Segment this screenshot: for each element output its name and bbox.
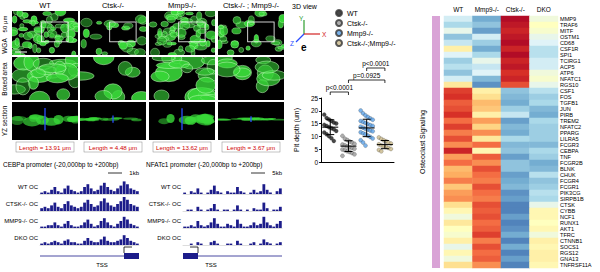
svg-text:GNA13: GNA13 xyxy=(560,256,579,262)
svg-text:FCGR1: FCGR1 xyxy=(560,184,579,190)
svg-text:CEBPa promoter (-20,000bp to +: CEBPa promoter (-20,000bp to +200bp) xyxy=(3,161,118,169)
svg-text:MITF: MITF xyxy=(560,28,574,34)
svg-text:WT OC: WT OC xyxy=(18,184,39,190)
svg-text:WT: WT xyxy=(347,10,359,17)
svg-text:OSTM1: OSTM1 xyxy=(560,34,580,40)
svg-text:AKT1: AKT1 xyxy=(560,226,574,232)
svg-text:RUNX1: RUNX1 xyxy=(560,220,579,226)
svg-text:RGS10: RGS10 xyxy=(560,82,579,88)
svg-text:WGA: WGA xyxy=(1,38,8,54)
svg-text:Length = 4.48 μm: Length = 4.48 μm xyxy=(89,144,137,151)
svg-text:FCGR3: FCGR3 xyxy=(560,142,579,148)
svg-text:e: e xyxy=(301,42,307,53)
svg-text:BLNK: BLNK xyxy=(560,166,575,172)
svg-text:5kb: 5kb xyxy=(272,170,282,176)
svg-text:Z: Z xyxy=(290,40,294,47)
svg-text:Mmp9-/-: Mmp9-/- xyxy=(475,6,499,14)
svg-text:Osteoclast Signaling: Osteoclast Signaling xyxy=(419,110,427,174)
svg-text:CD68: CD68 xyxy=(560,40,575,46)
svg-text:TREM2: TREM2 xyxy=(560,118,579,124)
svg-text:MMP9-/- OC: MMP9-/- OC xyxy=(147,218,181,224)
svg-text:Pit depth (um): Pit depth (um) xyxy=(293,108,301,152)
svg-text:Length = 3.67 μm: Length = 3.67 μm xyxy=(227,144,275,151)
svg-text:NCF1: NCF1 xyxy=(560,214,575,220)
svg-text:20: 20 xyxy=(311,107,319,114)
svg-text:CHUK: CHUK xyxy=(560,172,576,178)
svg-text:CEBPA: CEBPA xyxy=(560,148,579,154)
svg-text:TFRC: TFRC xyxy=(560,232,575,238)
svg-text:DKO OC: DKO OC xyxy=(157,235,181,241)
svg-text:Ctsk-/-: Ctsk-/- xyxy=(506,6,525,13)
svg-text:5: 5 xyxy=(315,146,319,153)
svg-text:Boxed area: Boxed area xyxy=(1,62,8,96)
svg-text:PIK3CG: PIK3CG xyxy=(560,190,581,196)
svg-text:NFATC2: NFATC2 xyxy=(560,124,581,130)
svg-text:CSF1: CSF1 xyxy=(560,88,575,94)
svg-text:SOCS1: SOCS1 xyxy=(560,244,579,250)
svg-text:SIRPB1B: SIRPB1B xyxy=(560,196,584,202)
svg-text:TGFB1: TGFB1 xyxy=(560,100,578,106)
svg-text:p<0.0001: p<0.0001 xyxy=(326,84,354,92)
svg-text:WT: WT xyxy=(39,1,51,10)
svg-text:YZ section: YZ section xyxy=(1,105,8,136)
svg-text:TNF: TNF xyxy=(560,154,571,160)
svg-text:LILRA5: LILRA5 xyxy=(560,136,579,142)
svg-text:15: 15 xyxy=(311,120,319,127)
svg-text:CTNNB1: CTNNB1 xyxy=(560,238,583,244)
svg-text:MMP9: MMP9 xyxy=(560,16,577,22)
svg-text:DKO: DKO xyxy=(537,6,551,13)
svg-text:3D view: 3D view xyxy=(292,3,318,10)
svg-text:TSS: TSS xyxy=(205,262,217,268)
svg-text:0: 0 xyxy=(315,159,319,166)
svg-text:p=0.0925: p=0.0925 xyxy=(353,72,381,80)
svg-text:WT: WT xyxy=(453,6,463,13)
svg-text:RGS12: RGS12 xyxy=(560,250,579,256)
svg-text:MMP9-/- OC: MMP9-/- OC xyxy=(4,218,38,224)
svg-text:CTSK-/- OC: CTSK-/- OC xyxy=(149,201,182,207)
svg-text:TSS: TSS xyxy=(96,262,108,268)
svg-text:X: X xyxy=(322,31,327,38)
svg-text:CTSK: CTSK xyxy=(560,202,575,208)
svg-text:Length = 13.62 μm: Length = 13.62 μm xyxy=(156,144,208,151)
svg-text:JUN: JUN xyxy=(560,106,571,112)
svg-text:Ctsk-/-;Mmp9-/-: Ctsk-/-;Mmp9-/- xyxy=(347,40,396,48)
svg-text:25: 25 xyxy=(311,95,319,102)
svg-text:Mmp9-/-: Mmp9-/- xyxy=(168,1,196,10)
svg-text:p<0.0001: p<0.0001 xyxy=(362,60,390,68)
svg-text:PPARG: PPARG xyxy=(560,130,580,136)
svg-text:ACP5: ACP5 xyxy=(560,64,575,70)
svg-text:FCGR4: FCGR4 xyxy=(560,178,579,184)
svg-text:TNFRSF11A: TNFRSF11A xyxy=(560,262,592,268)
svg-text:50 μm: 50 μm xyxy=(2,16,8,33)
svg-text:PIRB: PIRB xyxy=(560,112,574,118)
svg-text:WT OC: WT OC xyxy=(161,184,182,190)
svg-text:1kb: 1kb xyxy=(129,170,139,176)
svg-text:Length = 13.91 μm: Length = 13.91 μm xyxy=(19,144,71,151)
svg-text:DKO OC: DKO OC xyxy=(14,235,38,241)
svg-text:Ctsk-/-: Ctsk-/- xyxy=(102,1,125,10)
svg-text:SPI1: SPI1 xyxy=(560,52,573,58)
svg-text:CSF1R: CSF1R xyxy=(560,46,579,52)
svg-text:NFATC1: NFATC1 xyxy=(560,76,581,82)
svg-text:Y: Y xyxy=(299,15,304,22)
svg-text:NFATc1 promoter (-20,000bp to: NFATc1 promoter (-20,000bp to +200bp) xyxy=(146,161,262,169)
svg-text:CYBB: CYBB xyxy=(560,208,576,214)
svg-text:Ctsk-/- ; Mmp9-/-: Ctsk-/- ; Mmp9-/- xyxy=(223,1,280,10)
svg-text:Ctsk-/-: Ctsk-/- xyxy=(347,20,368,27)
svg-text:ATP6: ATP6 xyxy=(560,70,574,76)
svg-text:10: 10 xyxy=(311,133,319,140)
svg-text:TCIRG1: TCIRG1 xyxy=(560,58,581,64)
svg-text:TRAF6: TRAF6 xyxy=(560,22,578,28)
svg-text:FOS: FOS xyxy=(560,94,572,100)
svg-text:FCGR2B: FCGR2B xyxy=(560,160,583,166)
svg-text:CTSK-/- OC: CTSK-/- OC xyxy=(6,201,39,207)
svg-text:Mmp9-/-: Mmp9-/- xyxy=(347,30,374,38)
